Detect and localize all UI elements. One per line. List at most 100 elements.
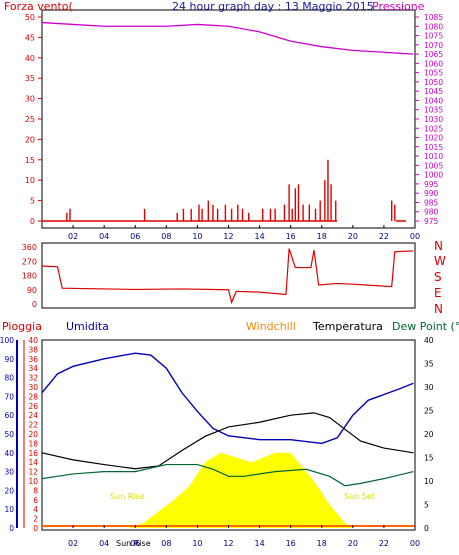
humidity-tick-label: 40 bbox=[4, 449, 14, 458]
temp-tick-label: 35 bbox=[424, 360, 434, 369]
direction-tick-label: 270 bbox=[22, 257, 37, 266]
rain-axis-title: Pioggia bbox=[2, 320, 42, 333]
direction-tick-label: 90 bbox=[27, 286, 37, 295]
pressure-tick-label: 1070 bbox=[424, 41, 443, 50]
direction-tick-label: 360 bbox=[22, 243, 37, 252]
compass-label-n-top: N bbox=[434, 239, 443, 253]
wind-tick-label: 10 bbox=[25, 176, 35, 185]
pressure-tick-label: 1050 bbox=[424, 78, 443, 87]
rain-tick-label: 30 bbox=[28, 383, 38, 392]
rain-tick-label: 26 bbox=[28, 402, 38, 411]
wind-tick-label: 45 bbox=[25, 33, 35, 42]
x-tick-label-top: 02 bbox=[68, 232, 78, 241]
rain-tick-label: 36 bbox=[28, 355, 38, 364]
wind-tick-label: 15 bbox=[25, 156, 35, 165]
humidity-tick-label: 0 bbox=[9, 524, 14, 533]
pressure-tick-label: 995 bbox=[424, 180, 439, 189]
wind-tick-label: 0 bbox=[30, 217, 35, 226]
wind-panel-frame bbox=[41, 9, 416, 229]
solar-area bbox=[42, 452, 414, 528]
humidity-tick-label: 70 bbox=[4, 392, 14, 401]
rain-tick-label: 20 bbox=[28, 430, 38, 439]
wind-tick-label: 50 bbox=[25, 13, 35, 22]
direction-panel-frame bbox=[41, 242, 416, 309]
wind-axis-title: Forza vento( bbox=[4, 0, 73, 13]
legend-dewpoint: Dew Point (°C bbox=[392, 320, 459, 333]
rain-tick-label: 0 bbox=[33, 524, 38, 533]
compass-label-n-bottom: N bbox=[434, 302, 443, 316]
pressure-tick-label: 1085 bbox=[424, 13, 443, 22]
humidity-tick-label: 90 bbox=[4, 355, 14, 364]
pressure-tick-label: 1035 bbox=[424, 106, 443, 115]
x-tick-label-bottom: 18 bbox=[317, 539, 327, 548]
x-tick-label-top: 06 bbox=[130, 232, 140, 241]
temp-tick-label: 30 bbox=[424, 383, 434, 392]
rain-tick-label: 28 bbox=[28, 392, 38, 401]
humidity-tick-label: 60 bbox=[4, 411, 14, 420]
pressure-axis-title: Pressione bbox=[372, 0, 425, 13]
chart-title: 24 hour graph day : 13 Maggio 2015 bbox=[172, 0, 374, 13]
pressure-tick-label: 975 bbox=[424, 217, 439, 226]
humidity-tick-label: 50 bbox=[4, 430, 14, 439]
rain-tick-label: 16 bbox=[28, 449, 38, 458]
humidity-tick-label: 10 bbox=[4, 505, 14, 514]
temp-tick-label: 0 bbox=[424, 524, 429, 533]
pressure-tick-label: 1045 bbox=[424, 87, 443, 96]
compass-label-w: W bbox=[434, 254, 446, 268]
pressure-tick-label: 1075 bbox=[424, 32, 443, 41]
x-tick-label-bottom: 06 bbox=[130, 539, 140, 548]
legend-windchill: Windchill bbox=[246, 320, 296, 333]
rain-tick-label: 38 bbox=[28, 345, 38, 354]
pressure-tick-label: 1080 bbox=[424, 22, 443, 31]
wind-tick-label: 40 bbox=[25, 54, 35, 63]
rain-tick-label: 2 bbox=[33, 515, 38, 524]
rain-tick-label: 6 bbox=[33, 496, 38, 505]
rain-tick-label: 14 bbox=[28, 458, 38, 467]
pressure-tick-label: 1020 bbox=[424, 134, 443, 143]
temp-tick-label: 40 bbox=[424, 336, 434, 345]
humidity-tick-label: 20 bbox=[4, 486, 14, 495]
pressure-tick-label: 1055 bbox=[424, 69, 443, 78]
sun-rise-x-label: Sun Rise bbox=[116, 539, 151, 548]
dewpoint-line bbox=[41, 463, 414, 487]
x-tick-label-top: 12 bbox=[223, 232, 233, 241]
wind-direction-line bbox=[41, 248, 414, 305]
sun-set-label: Sun Set bbox=[344, 492, 375, 501]
wind-tick-label: 20 bbox=[25, 135, 35, 144]
x-tick-label-bottom: 04 bbox=[99, 539, 109, 548]
pressure-tick-label: 1030 bbox=[424, 115, 443, 124]
wind-tick-label: 35 bbox=[25, 74, 35, 83]
pressure-tick-label: 980 bbox=[424, 208, 439, 217]
legend-temperature: Temperatura bbox=[312, 320, 383, 333]
x-tick-label-top: 00 bbox=[410, 232, 420, 241]
wind-tick-label: 25 bbox=[25, 115, 35, 124]
x-tick-label-top: 08 bbox=[161, 232, 171, 241]
chart-marks: 0510152025303540455097598098599099510001… bbox=[0, 13, 443, 548]
temp-tick-label: 5 bbox=[424, 501, 429, 510]
temp-tick-label: 25 bbox=[424, 407, 434, 416]
x-tick-label-top: 22 bbox=[379, 232, 389, 241]
humidity-axis-title: Umidita bbox=[66, 320, 109, 333]
compass-label-e: E bbox=[434, 286, 442, 300]
humidity-tick-label: 80 bbox=[4, 374, 14, 383]
x-tick-label-bottom: 12 bbox=[223, 539, 233, 548]
pressure-tick-label: 1005 bbox=[424, 161, 443, 170]
pressure-tick-label: 1060 bbox=[424, 59, 443, 68]
x-tick-label-bottom: 02 bbox=[68, 539, 78, 548]
rain-tick-label: 12 bbox=[28, 468, 38, 477]
x-tick-label-bottom: 22 bbox=[379, 539, 389, 548]
pressure-tick-label: 990 bbox=[424, 189, 439, 198]
x-tick-label-top: 16 bbox=[286, 232, 296, 241]
x-tick-label-top: 10 bbox=[192, 232, 202, 241]
temp-tick-label: 15 bbox=[424, 454, 434, 463]
rain-tick-label: 18 bbox=[28, 439, 38, 448]
direction-tick-label: 0 bbox=[32, 300, 37, 309]
rain-tick-label: 24 bbox=[28, 411, 38, 420]
rain-tick-label: 8 bbox=[33, 486, 38, 495]
rain-tick-label: 32 bbox=[28, 374, 38, 383]
x-tick-label-top: 04 bbox=[99, 232, 109, 241]
humidity-line bbox=[41, 352, 414, 445]
x-tick-label-top: 18 bbox=[317, 232, 327, 241]
direction-tick-label: 180 bbox=[22, 272, 37, 281]
